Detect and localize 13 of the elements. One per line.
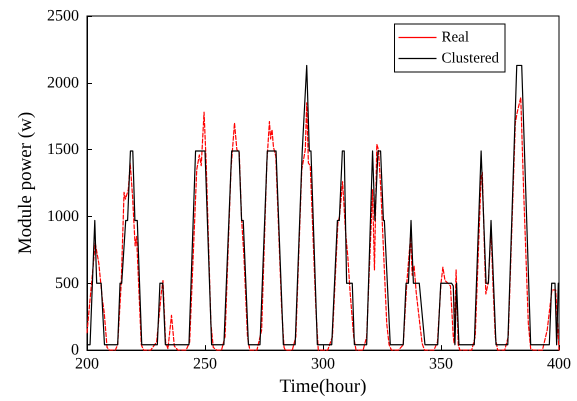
y-tick-label: 1500 xyxy=(47,141,79,158)
x-tick-label: 350 xyxy=(429,356,453,373)
x-tick-label: 400 xyxy=(547,356,571,373)
y-tick-label: 500 xyxy=(55,274,79,292)
x-tick-label: 250 xyxy=(193,356,217,373)
y-tick-label: 2500 xyxy=(47,8,79,24)
y-tick-label: 1000 xyxy=(47,208,79,225)
x-axis-title: Time(hour) xyxy=(280,376,366,397)
y-tick-label: 2000 xyxy=(47,74,79,92)
legend-label: Clustered xyxy=(442,50,500,66)
x-tick-label: 300 xyxy=(311,356,335,373)
y-axis-title: Module power (w) xyxy=(15,112,36,254)
legend-label: Real xyxy=(442,30,470,46)
